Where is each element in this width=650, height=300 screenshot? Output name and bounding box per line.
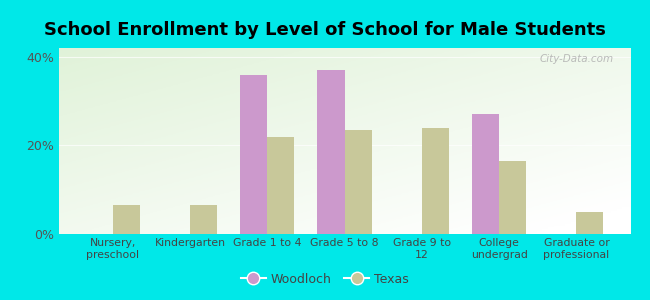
Bar — [344, 130, 372, 234]
Text: City-Data.com: City-Data.com — [540, 54, 614, 64]
Text: School Enrollment by Level of School for Male Students: School Enrollment by Level of School for… — [44, 21, 606, 39]
Bar — [577, 212, 603, 234]
Bar — [422, 128, 449, 234]
Bar — [190, 205, 217, 234]
Bar — [317, 70, 344, 234]
Bar — [112, 205, 140, 234]
Bar — [267, 136, 294, 234]
Bar — [240, 75, 267, 234]
Bar — [499, 161, 526, 234]
Bar — [472, 114, 499, 234]
Legend: Woodloch, Texas: Woodloch, Texas — [236, 268, 414, 291]
